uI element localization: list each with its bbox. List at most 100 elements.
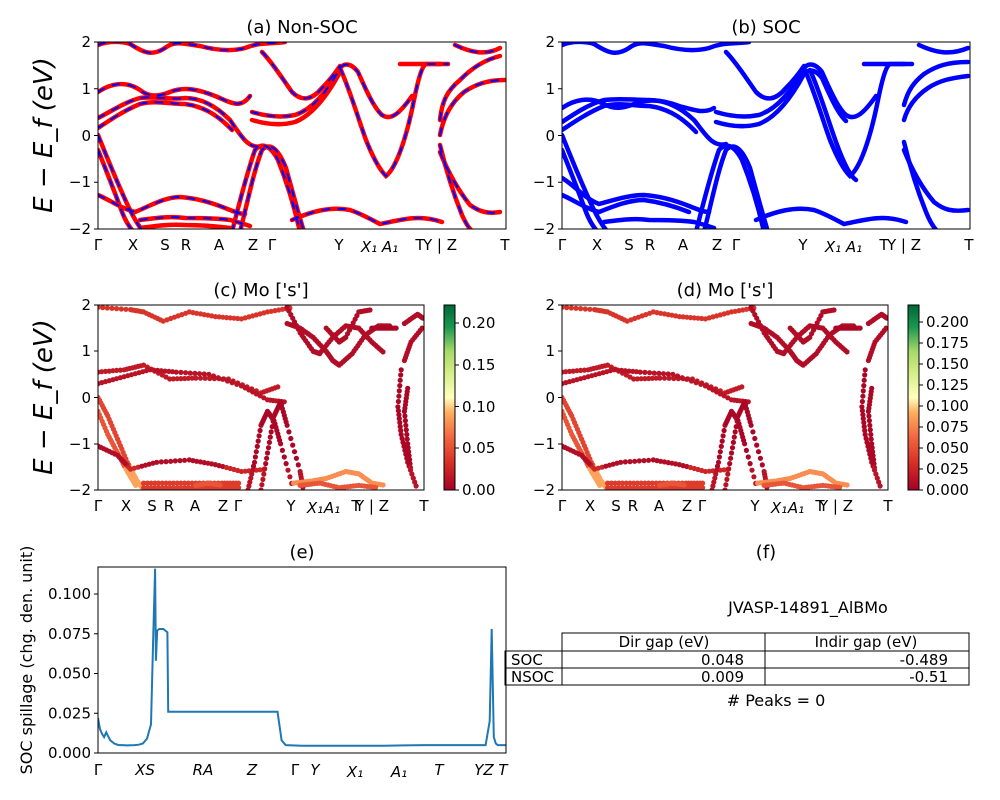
projection-dot bbox=[247, 479, 253, 485]
projection-dot bbox=[631, 485, 637, 490]
projection-dot bbox=[285, 467, 291, 473]
projection-dot bbox=[275, 384, 281, 390]
projection-dot bbox=[231, 315, 237, 321]
xtick-label: X₁ bbox=[346, 763, 363, 781]
band-line bbox=[901, 147, 970, 213]
xtick-label: S bbox=[624, 236, 634, 254]
projection-dot bbox=[104, 305, 110, 311]
projection-dot bbox=[220, 376, 226, 382]
projection-dot bbox=[261, 471, 267, 477]
projection-dot bbox=[582, 306, 588, 312]
projection-dot bbox=[201, 371, 207, 377]
band-line bbox=[98, 192, 248, 217]
panel-d: (d) Mo ['s'] 2 1 0 −1 −2 Γ X S R A Z Γ Y… bbox=[533, 280, 969, 517]
ytick-label: −2 bbox=[69, 481, 91, 499]
projection-dot bbox=[726, 466, 732, 472]
band-line bbox=[439, 55, 501, 121]
projection-dot bbox=[380, 482, 386, 488]
band-line bbox=[562, 147, 599, 229]
projection-dot bbox=[210, 373, 217, 379]
xtick-label: X₁ bbox=[360, 238, 377, 256]
projection-dot bbox=[152, 485, 158, 490]
projection-dot bbox=[177, 458, 183, 464]
projection-dot bbox=[100, 305, 106, 311]
xtick-label: Γ bbox=[94, 497, 103, 515]
projection-dot bbox=[646, 480, 652, 486]
projection-dot bbox=[253, 449, 259, 455]
projection-dot bbox=[627, 459, 633, 465]
projection-dot bbox=[665, 371, 671, 377]
projection-dot bbox=[170, 376, 176, 382]
projection-dot bbox=[99, 369, 105, 375]
projection-dot bbox=[196, 371, 203, 377]
projection-dot bbox=[638, 480, 644, 486]
projection-dot bbox=[260, 476, 266, 482]
xtick-label: R bbox=[628, 497, 638, 515]
projection-dot bbox=[759, 462, 765, 468]
panel-e-frame bbox=[97, 566, 507, 754]
xtick-label: A₁ bbox=[390, 763, 407, 781]
projection-dot bbox=[178, 376, 184, 382]
table-cell: 0.009 bbox=[701, 668, 744, 686]
projection-dot bbox=[409, 471, 415, 477]
panel-a-xticks: Γ X S R A Z Γ Y X₁ A₁ T Y | Z T bbox=[94, 236, 511, 256]
panel-e-yticks: 0.000 0.025 0.050 0.075 0.100 bbox=[48, 585, 98, 762]
projection-dot bbox=[258, 487, 264, 490]
band-line bbox=[454, 44, 501, 54]
projection-dot bbox=[866, 413, 872, 419]
xtick-label: R bbox=[645, 236, 655, 254]
projection-dot bbox=[672, 485, 678, 490]
projection-dot bbox=[229, 380, 235, 386]
projection-dot bbox=[754, 442, 760, 448]
projection-dot bbox=[844, 482, 850, 488]
projection-dot bbox=[224, 378, 231, 384]
xtick-label: X₁ bbox=[824, 238, 841, 256]
projection-dot bbox=[397, 383, 403, 389]
colorbar-gradient bbox=[907, 304, 920, 491]
projection-dot bbox=[393, 325, 399, 331]
projection-dot bbox=[731, 434, 737, 440]
panel-a-bands-blue bbox=[98, 42, 506, 229]
projection-dot bbox=[182, 480, 188, 486]
projection-dot bbox=[649, 375, 655, 381]
projection-dot bbox=[398, 427, 404, 434]
projection-dot bbox=[284, 422, 290, 428]
projection-dot bbox=[702, 468, 709, 475]
projection-dot bbox=[397, 420, 403, 426]
ytick-label: −2 bbox=[533, 220, 555, 238]
band-line bbox=[901, 59, 970, 108]
projection-dot bbox=[286, 429, 292, 435]
projection-dot bbox=[262, 466, 268, 472]
xtick-label: Z bbox=[248, 236, 258, 254]
band-line bbox=[98, 149, 133, 229]
table-cell: -0.489 bbox=[900, 651, 948, 669]
table-header-dir: Dir gap (eV) bbox=[619, 633, 710, 651]
xtick-label: T bbox=[963, 236, 974, 254]
projection-dot bbox=[700, 480, 706, 486]
projection-dot bbox=[212, 314, 218, 320]
projection-dot bbox=[397, 377, 403, 383]
xtick-label: Γ bbox=[94, 236, 103, 254]
projection-dot bbox=[407, 464, 414, 471]
projection-dot bbox=[155, 480, 162, 486]
panel-d-title: (d) Mo ['s'] bbox=[677, 280, 774, 301]
band-line bbox=[137, 222, 233, 229]
projection-dot bbox=[679, 375, 685, 381]
projection-dot bbox=[403, 422, 409, 428]
projection-dot bbox=[163, 480, 169, 486]
xtick-label: T bbox=[814, 497, 825, 515]
projection-dot bbox=[395, 398, 401, 405]
projection-dot bbox=[861, 424, 867, 430]
projection-dot bbox=[192, 370, 198, 376]
band-line bbox=[713, 68, 849, 129]
projection-dot bbox=[183, 370, 189, 376]
band-line bbox=[439, 144, 472, 229]
projection-dot bbox=[197, 375, 204, 381]
xtick-label: X bbox=[592, 236, 602, 254]
projection-dot bbox=[874, 475, 880, 481]
projection-dot bbox=[264, 455, 270, 461]
projection-dot bbox=[167, 480, 173, 486]
xtick-label: T bbox=[350, 497, 361, 515]
projection-dot bbox=[674, 373, 681, 379]
projection-dot bbox=[154, 459, 160, 465]
